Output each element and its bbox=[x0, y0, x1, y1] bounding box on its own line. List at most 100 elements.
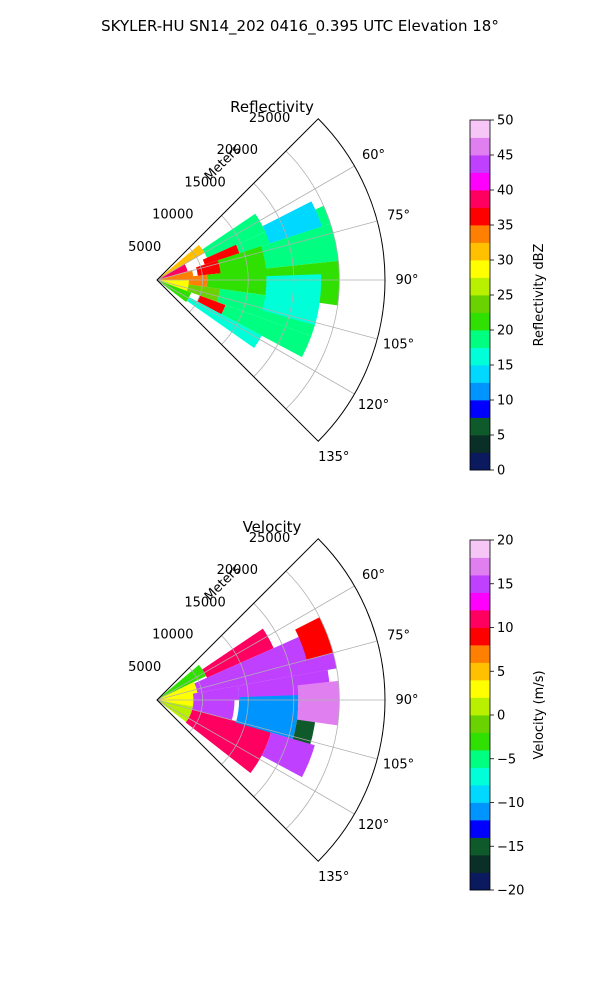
colorbar: 0 5 10 15 20 25 30 35 40 45 50 Reflectivity dBZ bbox=[469, 114, 547, 479]
colorbar-tick-label: 40 bbox=[497, 184, 514, 199]
data-cells bbox=[157, 201, 340, 358]
theta-tick-label: 120° bbox=[358, 398, 389, 413]
data-cell bbox=[221, 304, 312, 358]
data-cell bbox=[295, 617, 334, 660]
colorbar-tick-label: 15 bbox=[497, 577, 514, 592]
panel-title: Reflectivity bbox=[230, 98, 314, 116]
theta-gridline bbox=[156, 279, 378, 340]
data-cell bbox=[197, 295, 226, 315]
theta-tick-label: 75° bbox=[387, 628, 410, 643]
colorbar-swatch bbox=[470, 645, 490, 663]
data-cell bbox=[296, 680, 340, 726]
colorbar-swatch bbox=[470, 785, 490, 803]
data-cell bbox=[192, 700, 235, 721]
theta-tick-label: 75° bbox=[387, 208, 410, 223]
colorbar-swatch bbox=[470, 295, 490, 313]
data-cell bbox=[157, 682, 198, 700]
polar-grid bbox=[156, 150, 385, 410]
colorbar-tick-label: −20 bbox=[497, 884, 524, 899]
colorbar-swatch bbox=[470, 260, 490, 278]
r-tick-label: 15000 bbox=[184, 595, 225, 610]
colorbar-swatch bbox=[470, 750, 490, 768]
colorbar-swatch bbox=[470, 592, 490, 611]
r-tick-label: 25000 bbox=[249, 531, 290, 546]
colorbar-swatch bbox=[470, 417, 490, 436]
colorbar-swatch bbox=[470, 400, 490, 418]
theta-gridline bbox=[156, 585, 355, 701]
colorbar-swatch bbox=[470, 837, 490, 856]
polar-sector-outline bbox=[156, 538, 386, 862]
colorbar-swatch bbox=[470, 575, 490, 593]
data-cell bbox=[262, 201, 322, 244]
polar-grid bbox=[156, 570, 385, 830]
colorbar-swatch bbox=[470, 330, 490, 348]
colorbar-swatch bbox=[470, 767, 490, 786]
theta-tick-label: 105° bbox=[383, 338, 414, 353]
data-cell bbox=[202, 244, 240, 265]
colorbar-tick-label: 20 bbox=[497, 534, 514, 549]
colorbar-swatch bbox=[470, 277, 490, 296]
data-cell bbox=[157, 280, 194, 293]
theta-tick-label: 135° bbox=[318, 450, 349, 465]
colorbar-label: Velocity (m/s) bbox=[532, 670, 547, 759]
colorbar-swatch bbox=[470, 610, 490, 628]
colorbar-swatch bbox=[470, 872, 490, 891]
data-cell bbox=[186, 284, 221, 302]
colorbar-swatch bbox=[470, 382, 490, 401]
r-tick-label: 25000 bbox=[249, 111, 290, 126]
colorbar-tick-label: 50 bbox=[497, 114, 514, 129]
colorbar-label: Reflectivity dBZ bbox=[532, 244, 547, 347]
data-cell bbox=[157, 280, 192, 302]
colorbar-swatch bbox=[470, 172, 490, 191]
colorbar-tick-label: 0 bbox=[497, 464, 505, 479]
colorbar-swatch bbox=[470, 697, 490, 716]
colorbar-swatch bbox=[470, 155, 490, 173]
colorbar-swatch bbox=[470, 225, 490, 243]
colorbar-tick-label: 10 bbox=[497, 621, 514, 636]
colorbar-tick-label: 5 bbox=[497, 429, 505, 444]
colorbar-tick-label: 30 bbox=[497, 254, 514, 269]
colorbar-tick-label: −10 bbox=[497, 796, 524, 811]
colorbar-tick-label: 20 bbox=[497, 324, 514, 339]
colorbar-swatch bbox=[470, 855, 490, 873]
colorbar-swatch bbox=[470, 557, 490, 576]
colorbar-tick-label: 15 bbox=[497, 359, 514, 374]
theta-tick-label: 60° bbox=[362, 148, 385, 163]
colorbar-swatch bbox=[470, 242, 490, 261]
colorbar-swatch bbox=[470, 435, 490, 453]
theta-tick-label: 60° bbox=[362, 568, 385, 583]
polar-sector-outline bbox=[156, 118, 386, 442]
colorbar-swatch bbox=[470, 662, 490, 681]
theta-gridline bbox=[156, 279, 355, 395]
r-tick-label: 10000 bbox=[152, 208, 193, 223]
theta-gridline bbox=[156, 699, 378, 760]
theta-gridline bbox=[156, 640, 378, 701]
colorbar-swatch bbox=[470, 627, 490, 646]
colorbar-swatch bbox=[470, 820, 490, 838]
colorbar-swatch bbox=[470, 137, 490, 156]
r-tick-label: 20000 bbox=[217, 563, 258, 578]
colorbar-swatch bbox=[470, 207, 490, 226]
r-tick-label: 5000 bbox=[128, 660, 161, 675]
reflectivity-panel: Reflectivity500010000150002000025000Mete… bbox=[128, 98, 547, 479]
colorbar-tick-label: 10 bbox=[497, 394, 514, 409]
colorbar-swatch bbox=[470, 802, 490, 821]
colorbar-swatch bbox=[470, 347, 490, 366]
colorbar-tick-label: 0 bbox=[497, 709, 505, 724]
figure-suptitle: SKYLER-HU SN14_202 0416_0.395 UTC Elevat… bbox=[101, 17, 499, 36]
r-tick-label: 20000 bbox=[217, 143, 258, 158]
theta-gridline bbox=[156, 699, 355, 815]
theta-tick-label: 90° bbox=[395, 693, 418, 708]
r-tick-label: 15000 bbox=[184, 175, 225, 190]
theta-gridline bbox=[156, 220, 378, 281]
colorbar-tick-label: −5 bbox=[497, 752, 516, 767]
colorbar-swatch bbox=[470, 365, 490, 383]
colorbar-swatch bbox=[470, 715, 490, 733]
colorbar-swatch bbox=[470, 732, 490, 751]
colorbar-swatch bbox=[470, 190, 490, 208]
data-cell bbox=[217, 246, 267, 280]
data-cell bbox=[157, 244, 205, 280]
colorbar-swatch bbox=[470, 452, 490, 471]
